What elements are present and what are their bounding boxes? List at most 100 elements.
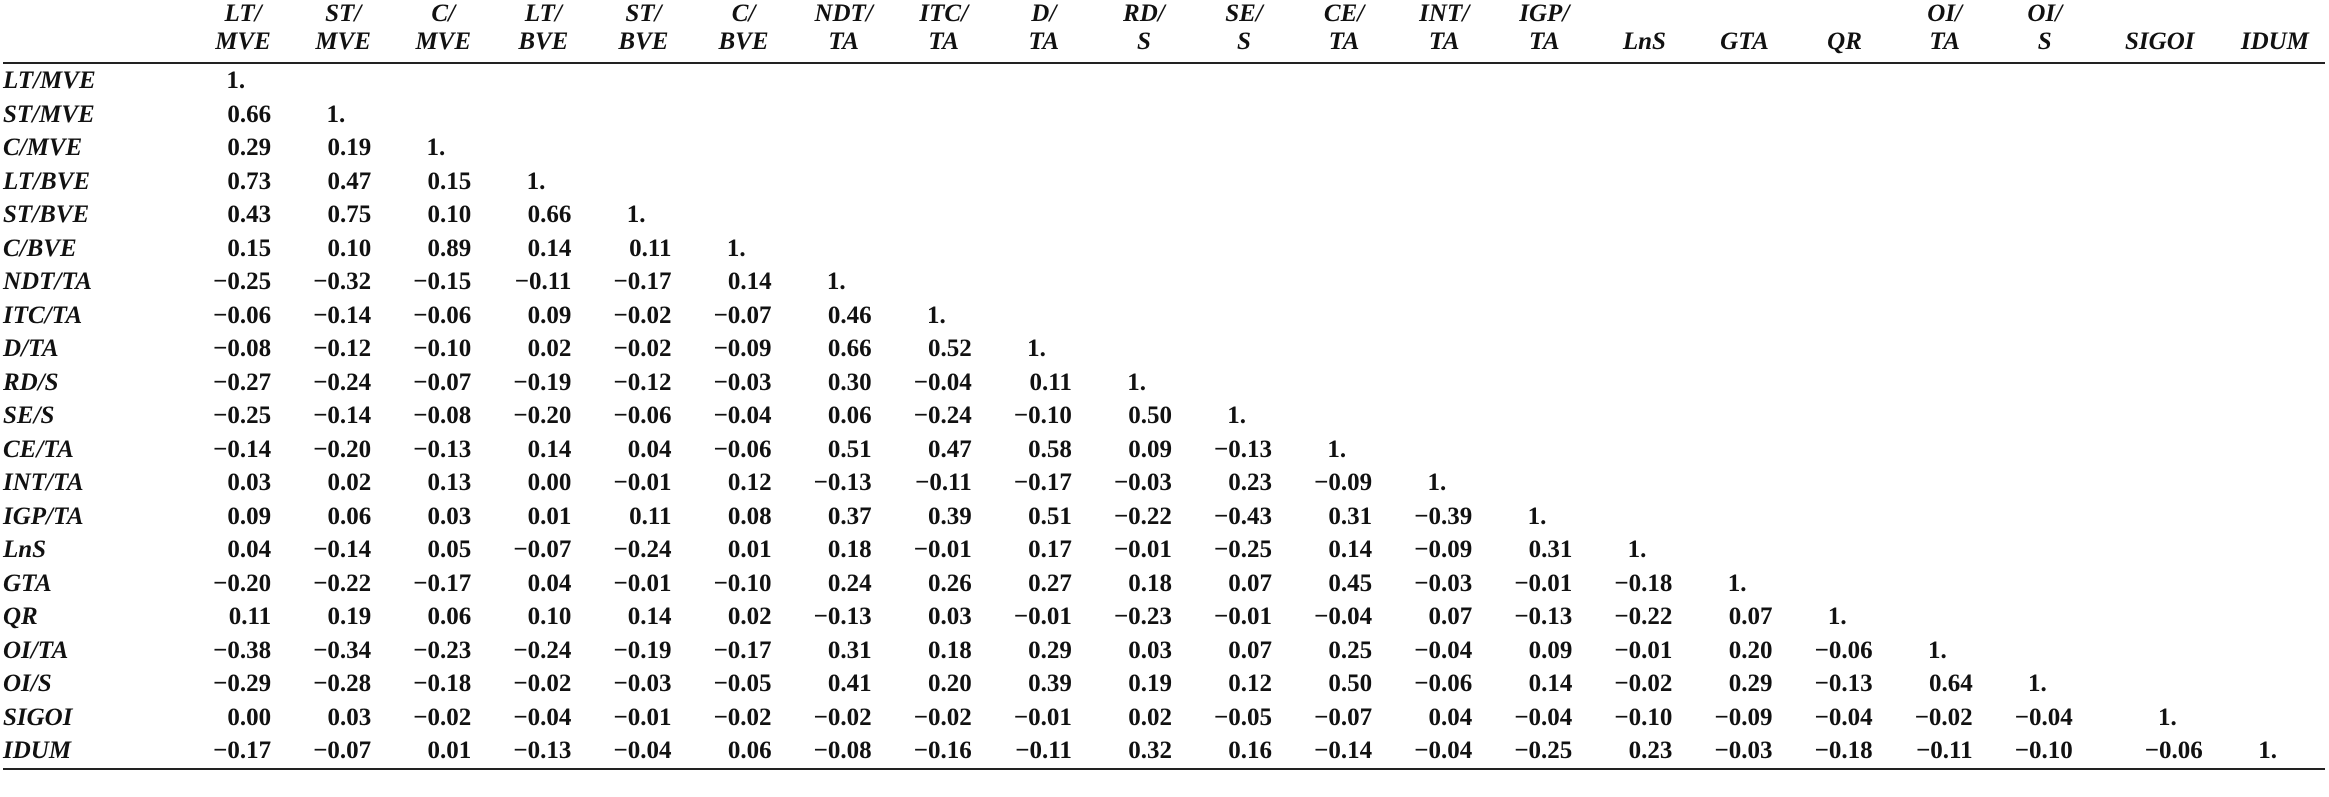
table-body: LT/MVE 1. ST/MVE 0.66 1. C/MVE 0.29 0.19 1. LT/BV… xyxy=(3,63,2325,770)
value-cell: −0.19 xyxy=(593,634,693,668)
correlation-value: −0.02 xyxy=(613,301,672,329)
value-cell xyxy=(2095,600,2225,634)
correlation-value: −0.08 xyxy=(413,402,472,429)
value-cell: 0.12 xyxy=(693,466,793,500)
correlation-value: −0.15 xyxy=(413,268,472,295)
value-cell: −0.20 xyxy=(293,433,393,467)
value-cell xyxy=(1795,399,1895,433)
value-cell xyxy=(1494,265,1594,299)
value-cell xyxy=(1795,299,1895,333)
value-cell: −0.10 xyxy=(693,567,793,601)
column-header-line: LT/ xyxy=(224,0,262,27)
value-cell xyxy=(1394,366,1494,400)
value-cell: 0.31 xyxy=(1294,500,1394,534)
value-cell: −0.20 xyxy=(493,399,593,433)
correlation-value: −0.12 xyxy=(613,368,672,396)
value-cell xyxy=(994,265,1094,299)
value-cell: −0.43 xyxy=(1194,500,1294,534)
table-row: RD/S −0.27 −0.24 −0.07 −0.19 −0.12 −0.03 0.30 −0… xyxy=(3,366,2325,400)
value-cell xyxy=(1194,131,1294,165)
value-cell: −0.06 xyxy=(593,399,693,433)
value-cell xyxy=(994,63,1094,98)
value-cell xyxy=(1594,265,1694,299)
correlation-value: 0.05 xyxy=(427,536,472,563)
correlation-value: −0.02 xyxy=(713,703,772,731)
correlation-value: 0.75 xyxy=(327,201,372,228)
correlation-value: 0.20 xyxy=(928,670,972,697)
correlation-value: 0.03 xyxy=(327,703,372,731)
correlation-value: 0.14 xyxy=(1328,536,1373,563)
value-cell xyxy=(1694,533,1794,567)
correlation-value: 0.52 xyxy=(928,335,972,362)
value-cell xyxy=(2095,634,2225,668)
correlation-value: −0.38 xyxy=(213,636,272,664)
value-cell xyxy=(1594,198,1694,232)
correlation-value: −0.10 xyxy=(2014,737,2073,764)
value-cell xyxy=(1594,366,1694,400)
value-cell: 0.09 xyxy=(493,299,593,333)
correlation-value: 0.07 xyxy=(1228,636,1273,664)
value-cell: 0.06 xyxy=(393,600,493,634)
value-cell xyxy=(1194,332,1294,366)
column-header-line: BVE xyxy=(518,28,569,55)
correlation-value: −0.06 xyxy=(713,435,772,463)
value-cell: 0.37 xyxy=(794,500,894,534)
correlation-value: −0.43 xyxy=(1214,502,1273,530)
column-header: OI/TA xyxy=(1894,0,1995,64)
correlation-value: 0.07 xyxy=(1428,603,1473,630)
value-cell: −0.24 xyxy=(493,634,593,668)
correlation-value: −0.07 xyxy=(313,737,372,764)
value-cell: 0.04 xyxy=(193,533,293,567)
value-cell: 0.23 xyxy=(1194,466,1294,500)
correlation-value: −0.12 xyxy=(313,335,372,362)
correlation-value: −0.09 xyxy=(1414,536,1473,563)
column-header: SIGOI xyxy=(2094,0,2225,64)
value-cell: −0.16 xyxy=(893,734,994,770)
correlation-value: −0.02 xyxy=(813,703,872,731)
value-cell xyxy=(894,232,994,266)
value-cell xyxy=(1895,198,1995,232)
value-cell xyxy=(1694,131,1794,165)
column-header-line: C/ xyxy=(431,0,456,27)
correlation-value: −0.19 xyxy=(513,368,572,396)
correlation-value: 0.47 xyxy=(928,435,972,463)
row-label: D/TA xyxy=(3,335,59,362)
value-cell: −0.29 xyxy=(193,667,293,701)
value-cell xyxy=(2225,198,2325,232)
value-cell: 1. xyxy=(1394,466,1494,500)
value-cell xyxy=(1995,466,2095,500)
table-row: IDUM −0.17 −0.07 0.01 −0.13 −0.04 0.06 −0.08 −0.… xyxy=(3,734,2325,770)
correlation-value: −0.13 xyxy=(1514,603,1573,630)
correlation-value: 0.04 xyxy=(627,435,672,463)
correlation-value: −0.03 xyxy=(613,670,672,697)
correlation-value: 1. xyxy=(1127,368,1146,396)
correlation-value: −0.25 xyxy=(1514,737,1573,764)
value-cell xyxy=(1694,299,1794,333)
correlation-value: 1. xyxy=(526,167,546,195)
column-header: OI/S xyxy=(1994,0,2095,64)
correlation-value: −0.04 xyxy=(1814,703,1873,731)
value-cell xyxy=(2095,198,2225,232)
value-cell xyxy=(2095,63,2225,98)
correlation-value: −0.13 xyxy=(813,603,872,630)
correlation-value: 0.14 xyxy=(527,234,572,262)
value-cell: −0.01 xyxy=(1594,634,1694,668)
correlation-value: −0.06 xyxy=(613,402,672,429)
table-row: NDT/TA −0.25 −0.32 −0.15 −0.11 −0.17 0.14 1. xyxy=(3,265,2325,299)
value-cell xyxy=(693,63,793,98)
correlation-value: 0.11 xyxy=(629,502,672,530)
column-header: LT/MVE xyxy=(193,0,294,64)
row-label: C/BVE xyxy=(3,234,77,262)
value-cell: 0.19 xyxy=(293,600,393,634)
correlation-value: −0.25 xyxy=(213,402,272,429)
value-cell: 0.89 xyxy=(393,232,493,266)
column-header-line: LT/ xyxy=(524,0,562,27)
value-cell: −0.14 xyxy=(293,399,393,433)
correlation-value: −0.09 xyxy=(713,335,772,362)
column-header: QR xyxy=(1794,0,1895,64)
column-header: D/TA xyxy=(993,0,1094,64)
value-cell xyxy=(1294,399,1394,433)
value-cell: −0.04 xyxy=(1995,701,2095,735)
value-cell: −0.04 xyxy=(593,734,694,770)
value-cell: −0.06 xyxy=(1795,634,1895,668)
